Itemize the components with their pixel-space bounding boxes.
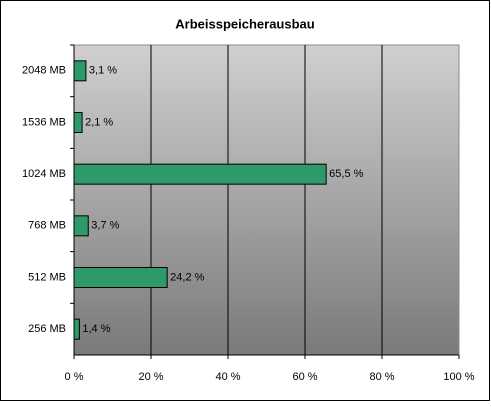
bar xyxy=(73,215,89,237)
y-tick-label: 512 MB xyxy=(28,271,66,283)
y-tick-label: 1536 MB xyxy=(22,116,66,128)
x-tick-label: 100 % xyxy=(443,371,474,383)
data-label: 24,2 % xyxy=(170,271,204,283)
x-tick-label: 20 % xyxy=(138,371,163,383)
data-label: 65,5 % xyxy=(329,168,363,180)
bar xyxy=(73,163,327,185)
bar xyxy=(73,267,168,288)
bar xyxy=(73,318,80,340)
chart-title: Arbeisspeicherausbau xyxy=(175,16,315,31)
data-label: 2,1 % xyxy=(85,116,113,128)
x-tick-label: 40 % xyxy=(215,371,240,383)
y-tick-label: 768 MB xyxy=(28,220,66,232)
bar xyxy=(73,60,87,82)
y-tick-label: 1024 MB xyxy=(22,168,66,180)
x-tick-label: 80 % xyxy=(369,371,394,383)
data-label: 3,7 % xyxy=(91,220,119,232)
x-tick-label: 0 % xyxy=(65,371,84,383)
bar xyxy=(73,112,83,133)
x-tick-label: 60 % xyxy=(292,371,317,383)
y-tick-label: 256 MB xyxy=(28,323,66,335)
data-label: 1,4 % xyxy=(82,323,110,335)
y-tick-label: 2048 MB xyxy=(22,65,66,77)
data-label: 3,1 % xyxy=(89,65,117,77)
plot-area xyxy=(73,44,460,356)
